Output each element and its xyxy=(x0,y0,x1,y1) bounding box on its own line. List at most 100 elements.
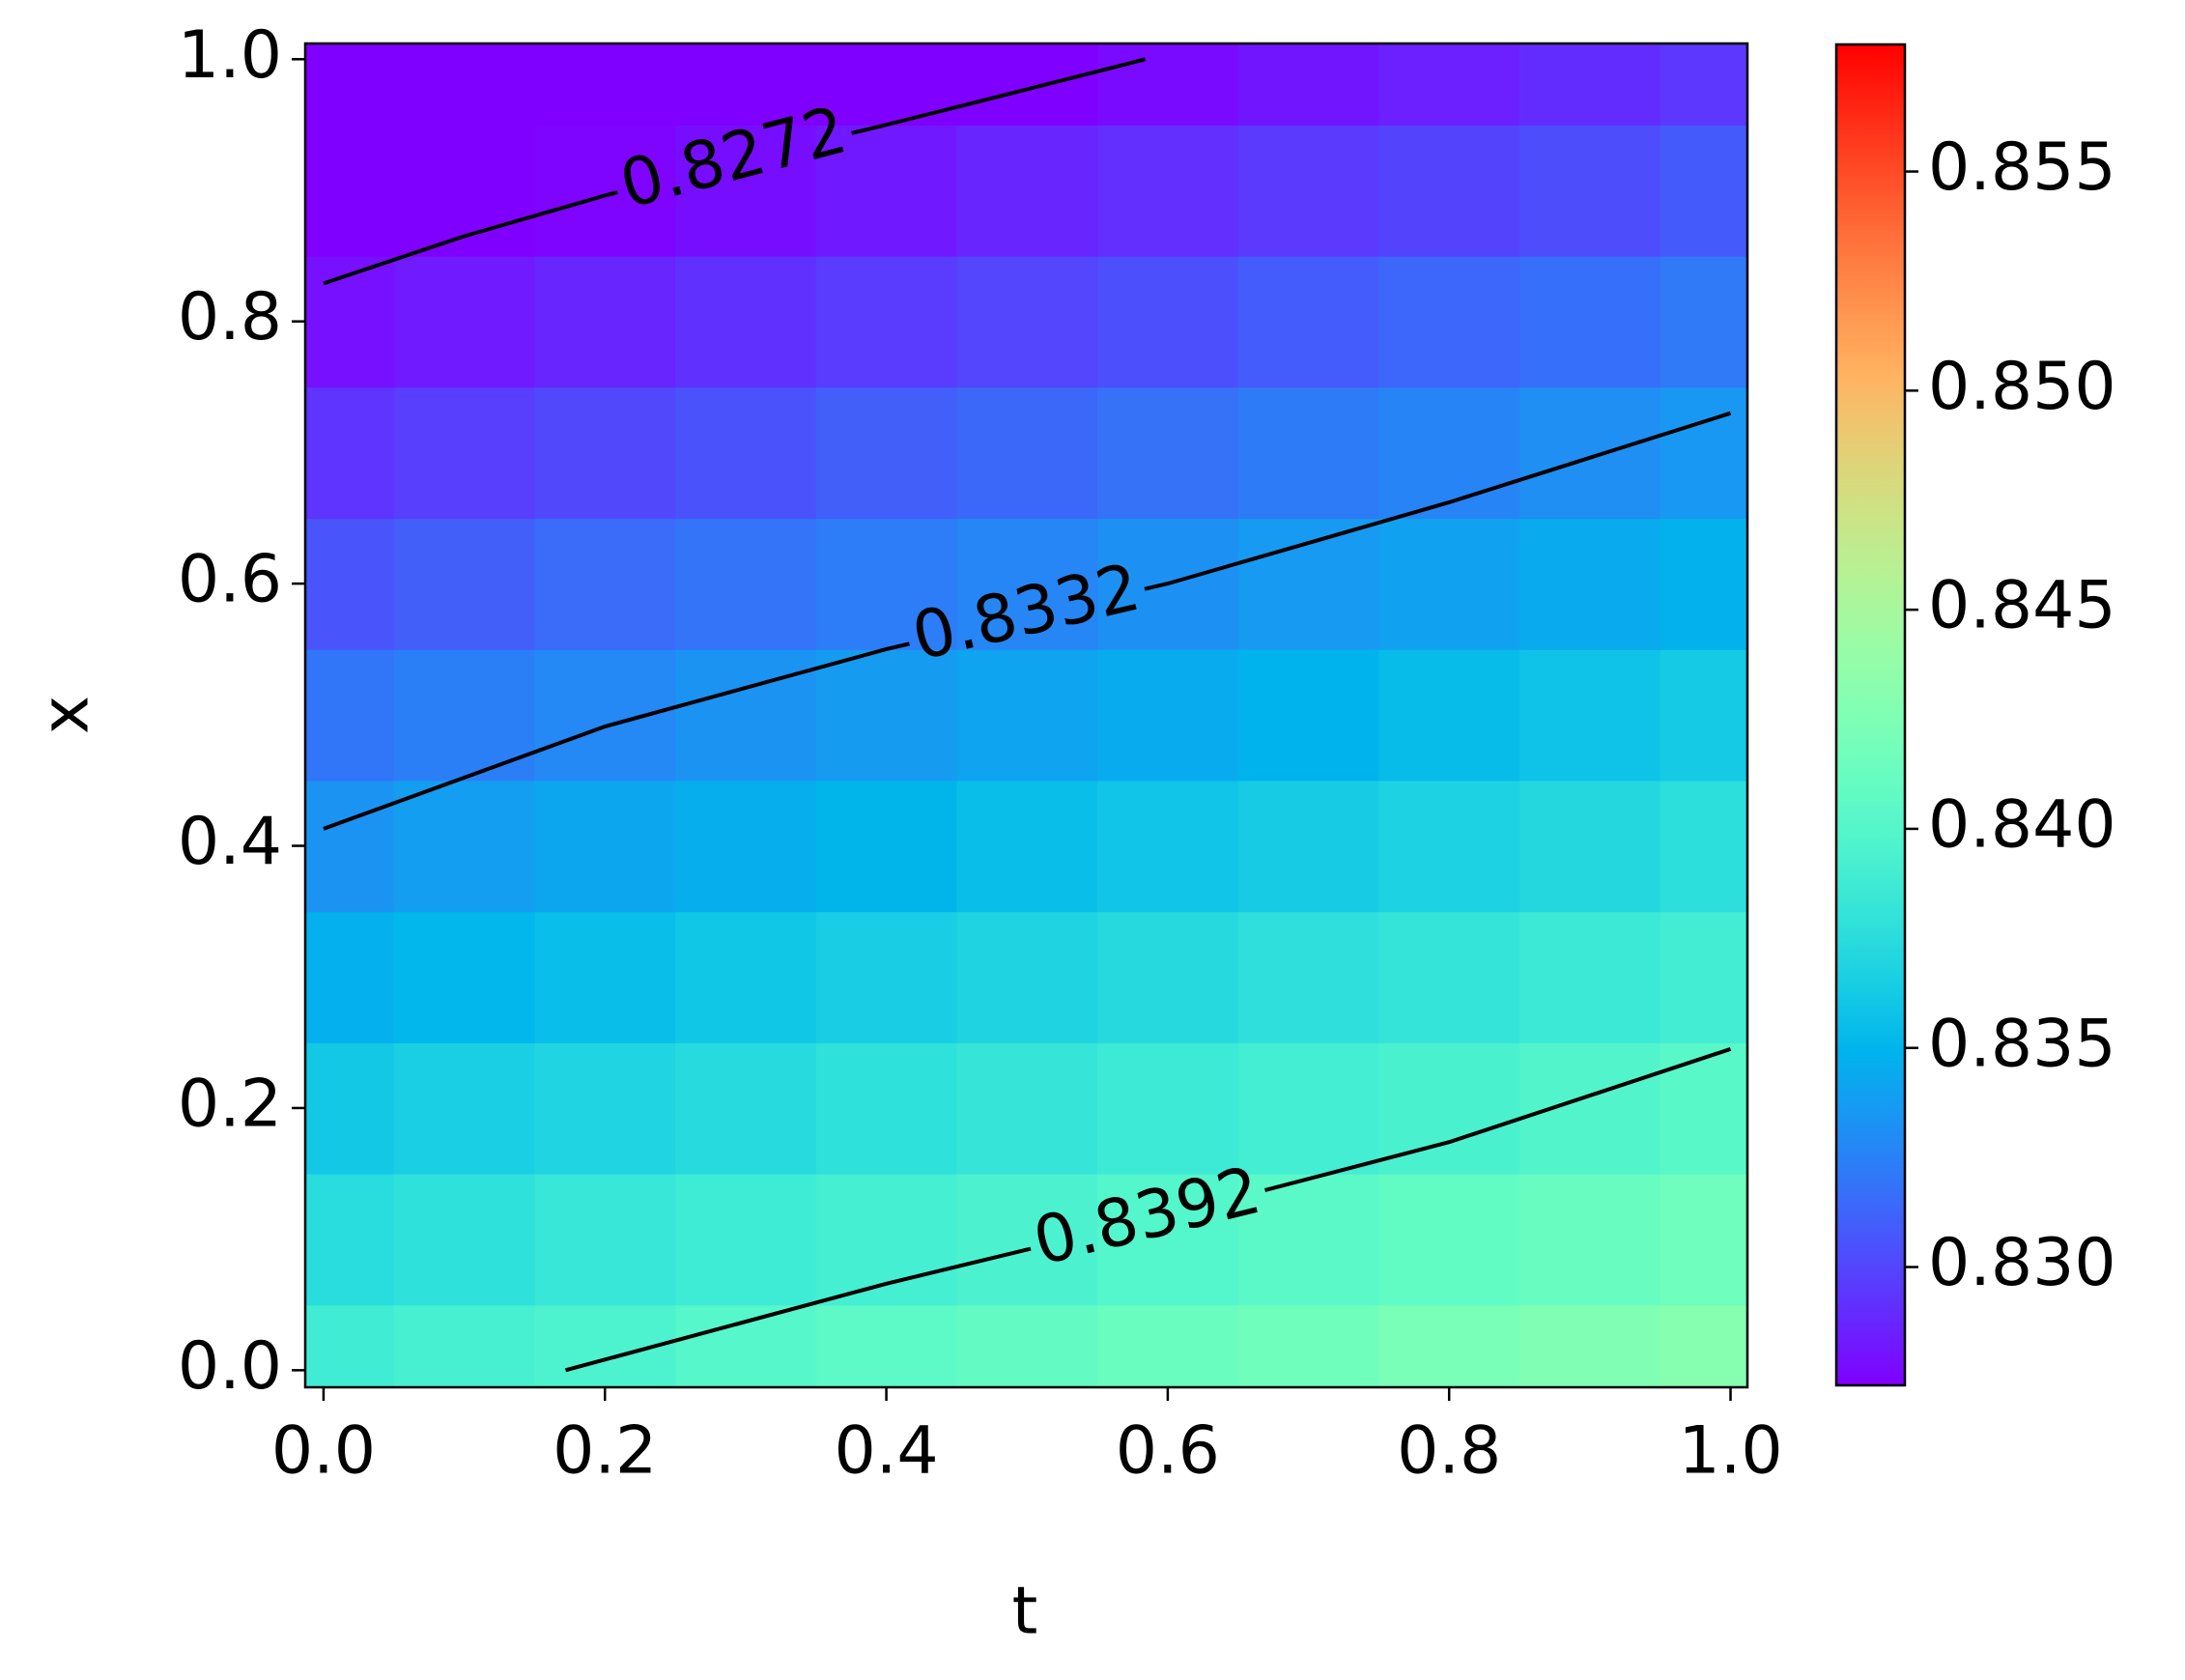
y-tick-label: 0.8 xyxy=(178,279,282,356)
heatmap-cell xyxy=(393,1173,536,1306)
heatmap-cell xyxy=(1660,1304,1747,1387)
heatmap-cell xyxy=(1237,911,1380,1043)
y-tick-label: 0.4 xyxy=(178,804,282,880)
heatmap-cell xyxy=(1660,648,1747,782)
heatmap-cell xyxy=(534,43,676,126)
heatmap-cell xyxy=(1378,911,1520,1043)
heatmap-cell xyxy=(1097,911,1239,1043)
heatmap-cell xyxy=(393,255,536,388)
heatmap-cell xyxy=(675,911,817,1043)
contour-line xyxy=(564,1046,1732,1373)
heatmap-cell xyxy=(956,1042,1098,1175)
heatmap-cell xyxy=(1660,125,1747,257)
heatmap-cell xyxy=(1660,43,1747,126)
x-tick-label: 0.0 xyxy=(271,1413,376,1490)
heatmap-cell xyxy=(534,125,676,257)
heatmap-cell xyxy=(1378,648,1520,782)
heatmap-cell xyxy=(1660,780,1747,913)
heatmap-cell xyxy=(1237,1042,1380,1175)
heatmap-cell xyxy=(956,648,1098,782)
heatmap-cell xyxy=(1097,1042,1239,1175)
heatmap-cell xyxy=(1378,780,1520,913)
heatmap-cell xyxy=(1519,648,1661,782)
heatmap-cell xyxy=(815,255,958,388)
heatmap-cell xyxy=(1519,1173,1661,1306)
heatmap-cell xyxy=(1519,125,1661,257)
heatmap-cell xyxy=(305,1042,395,1175)
heatmap-cell xyxy=(534,386,676,520)
y-axis-label: x xyxy=(28,696,104,734)
heatmap-cell xyxy=(675,780,817,913)
heatmap-cell xyxy=(534,780,676,913)
heatmap-cell xyxy=(393,43,536,126)
heatmap-cell xyxy=(1378,1173,1520,1306)
heatmap-cell xyxy=(675,1304,817,1387)
colorbar-tick-label: 0.850 xyxy=(1928,349,2116,425)
heatmap-cell xyxy=(1519,911,1661,1043)
heatmap-cell xyxy=(534,255,676,388)
heatmap-cell xyxy=(305,518,395,650)
heatmap-cell xyxy=(305,648,395,782)
heatmap-cell xyxy=(815,1304,958,1387)
heatmap-cell xyxy=(956,780,1098,913)
colorbar-tick-label: 0.835 xyxy=(1928,1006,2116,1082)
heatmap-cell xyxy=(815,648,958,782)
heatmap-cell xyxy=(956,911,1098,1043)
heatmap-cell xyxy=(393,1304,536,1387)
heatmap-cell xyxy=(1097,648,1239,782)
heatmap-cell xyxy=(815,125,958,257)
heatmap-cell xyxy=(393,780,536,913)
heatmap-cell xyxy=(1378,255,1520,388)
y-tick-label: 0.0 xyxy=(178,1328,282,1405)
heatmap-cell xyxy=(1237,255,1380,388)
contour-line xyxy=(323,57,1147,286)
heatmap-cell xyxy=(305,43,395,126)
heatmap-cell xyxy=(534,1042,676,1175)
heatmap-cell xyxy=(675,1173,817,1306)
heatmap-cell xyxy=(1378,43,1520,126)
y-tick-label: 0.6 xyxy=(178,542,282,618)
heatmap-cell xyxy=(1519,1042,1661,1175)
colorbar-tick-label: 0.845 xyxy=(1928,568,2116,644)
heatmap-cell xyxy=(956,1304,1098,1387)
heatmap-cell xyxy=(675,43,817,126)
heatmap-cell xyxy=(1237,125,1380,257)
x-axis-label: t xyxy=(1012,1574,1038,1650)
heatmap-cell xyxy=(956,125,1098,257)
heatmap-cell xyxy=(675,648,817,782)
heatmap-cell xyxy=(1660,386,1747,520)
heatmap-cell xyxy=(534,911,676,1043)
heatmap-cell xyxy=(393,518,536,650)
heatmap-cell xyxy=(1097,43,1239,126)
heatmap-cell xyxy=(1097,1304,1239,1387)
heatmap-cell xyxy=(305,1173,395,1306)
heatmap-cell xyxy=(305,386,395,520)
heatmap-cell xyxy=(675,255,817,388)
heatmap-cell xyxy=(1660,255,1747,388)
heatmap-cell xyxy=(1660,518,1747,650)
colorbar-tick-label: 0.840 xyxy=(1928,786,2116,863)
heatmap-cell xyxy=(1237,1304,1380,1387)
heatmap-cell xyxy=(1378,125,1520,257)
colorbar-tick-label: 0.830 xyxy=(1928,1225,2116,1301)
heatmap-cell xyxy=(1519,1304,1661,1387)
heatmap-cell xyxy=(1237,648,1380,782)
heatmap-cell xyxy=(1097,1173,1239,1306)
heatmap-cell xyxy=(1519,386,1661,520)
heatmap-cell xyxy=(1237,386,1380,520)
heatmap-cell xyxy=(534,648,676,782)
heatmap-cell xyxy=(1378,1304,1520,1387)
heatmap-cell xyxy=(956,43,1098,126)
heatmap-cell xyxy=(393,386,536,520)
heatmap-cell xyxy=(675,1042,817,1175)
heatmap-cell xyxy=(305,125,395,257)
heatmap-cell xyxy=(1097,780,1239,913)
y-tick-label: 0.2 xyxy=(178,1066,282,1142)
x-tick-label: 0.6 xyxy=(1116,1413,1220,1490)
heatmap-cell xyxy=(1097,386,1239,520)
heatmap-cell xyxy=(305,1304,395,1387)
heatmap-cell xyxy=(534,1173,676,1306)
heatmap-cell xyxy=(815,911,958,1043)
heatmap-cell xyxy=(1097,255,1239,388)
